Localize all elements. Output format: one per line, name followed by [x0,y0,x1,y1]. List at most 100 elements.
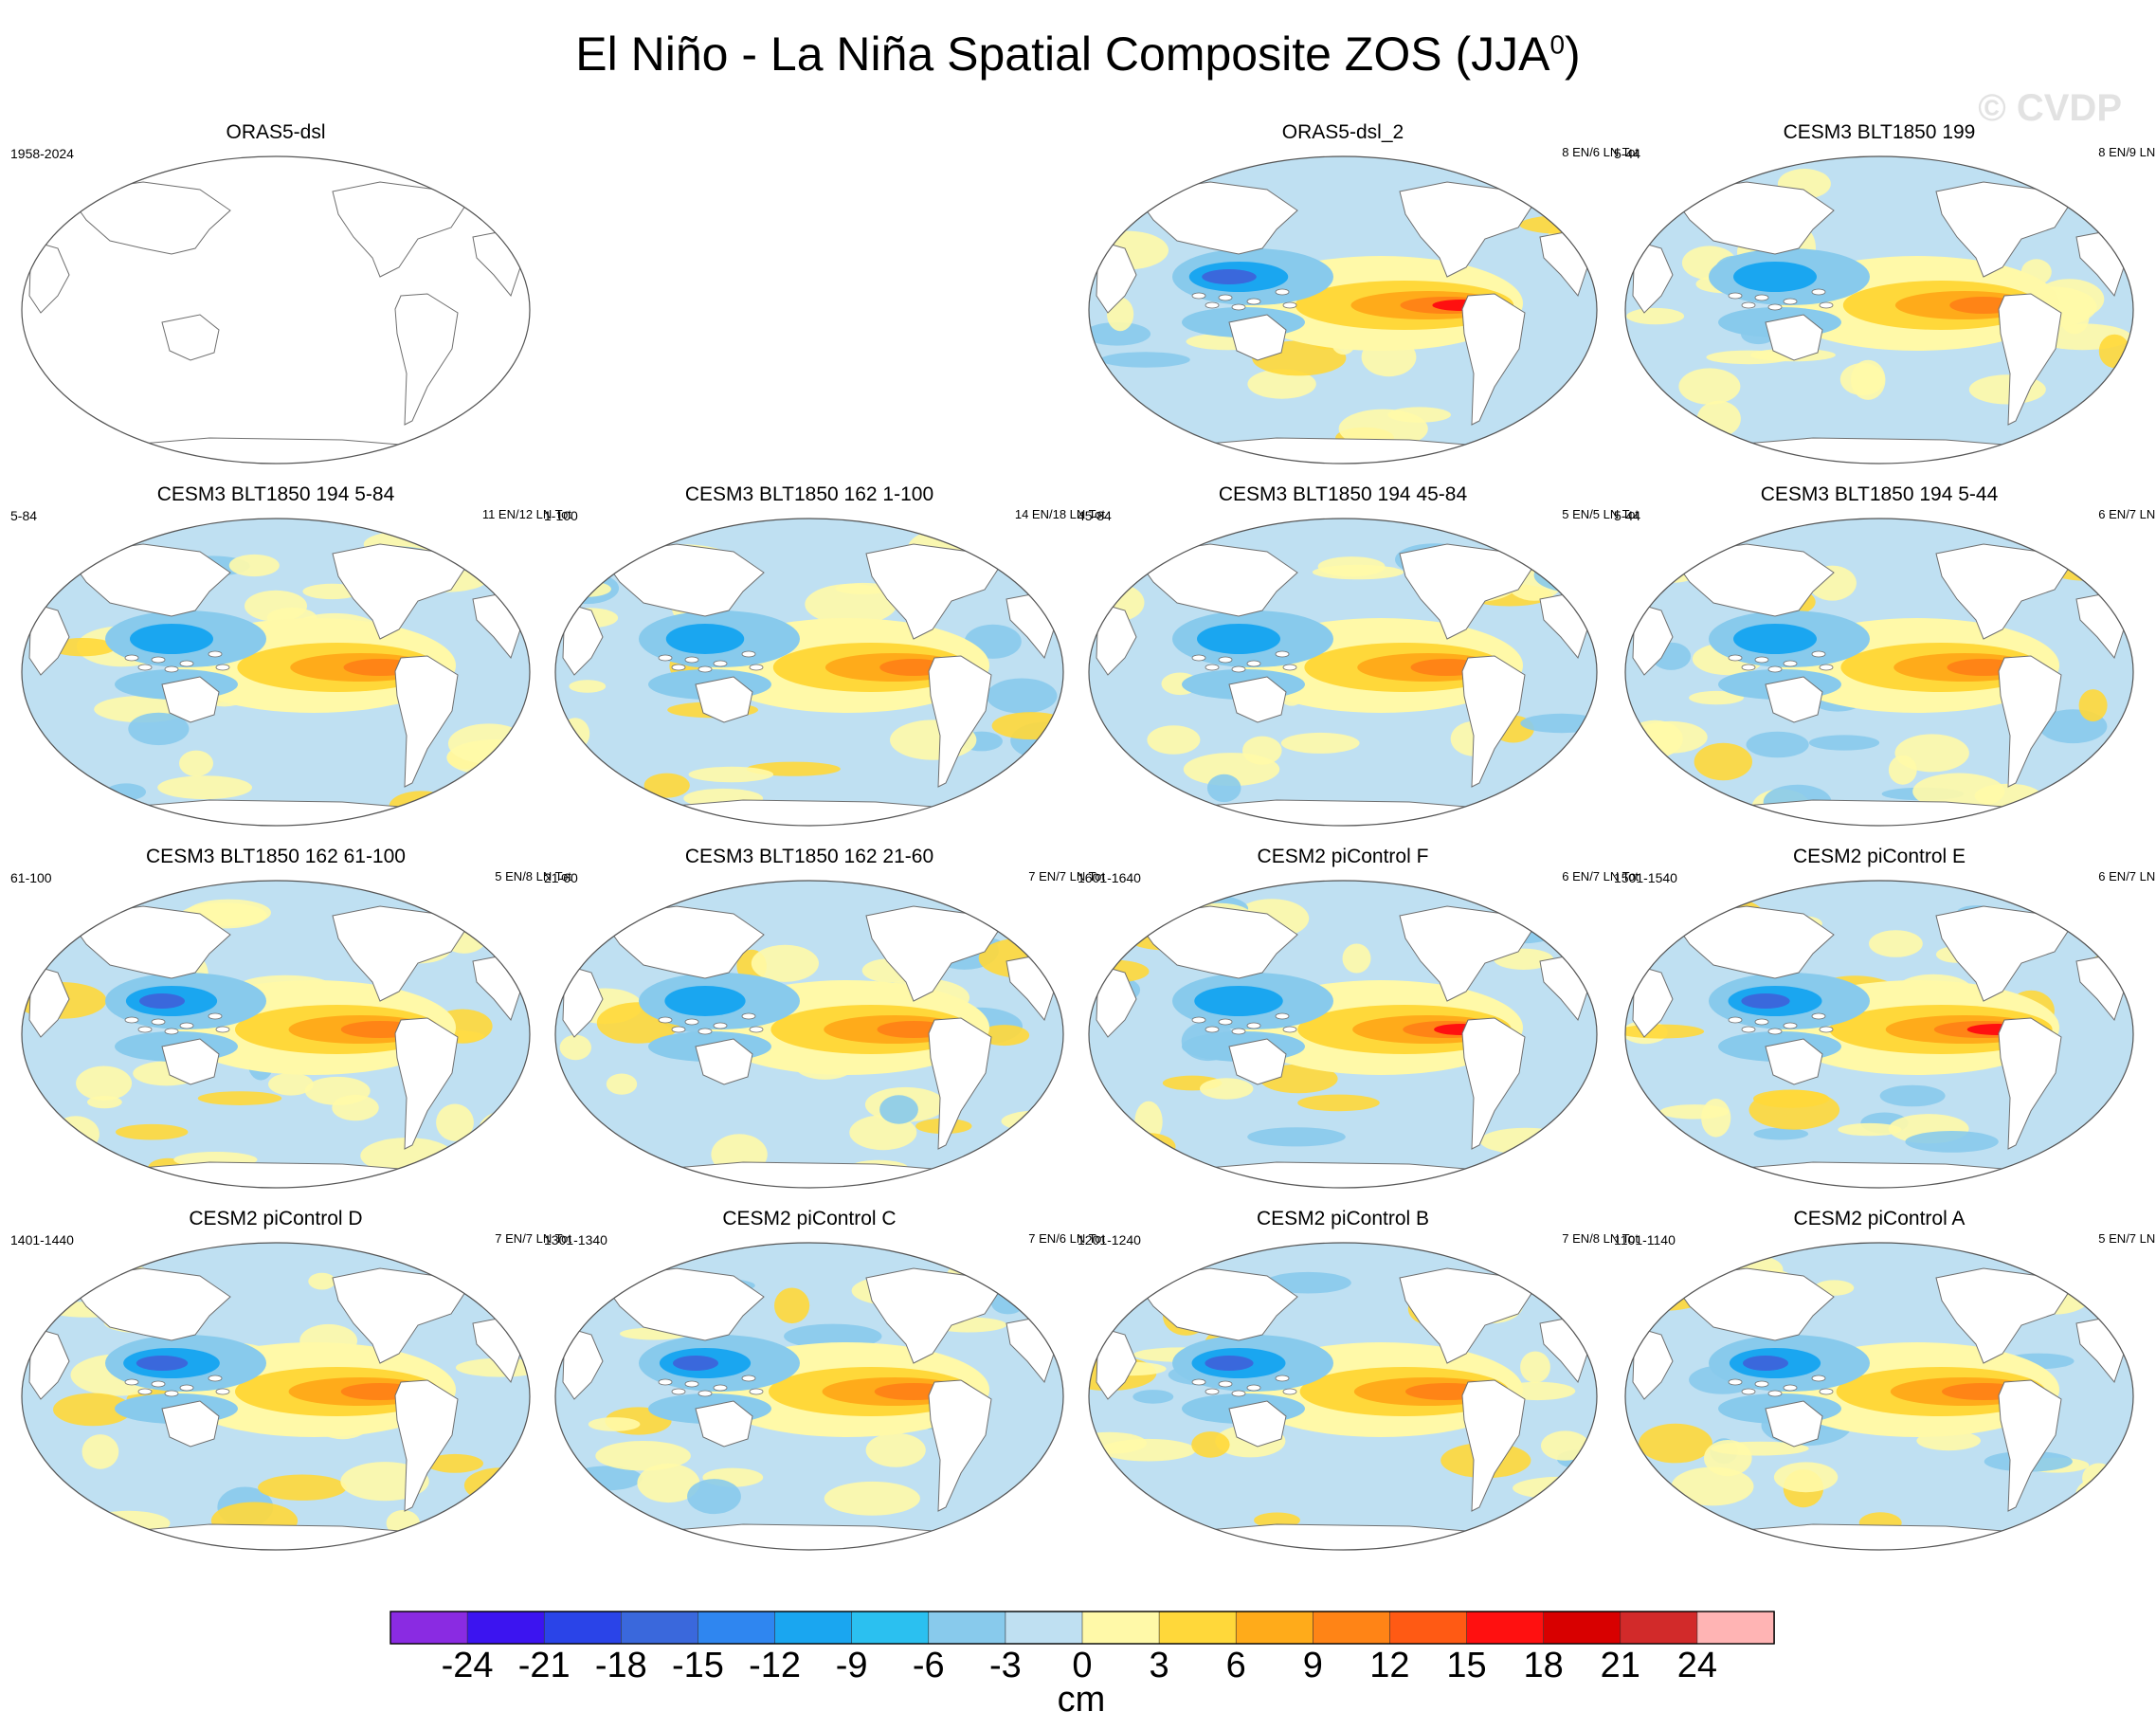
sea-level-anomaly-patch [637,1463,700,1503]
island [749,664,764,671]
landmass [76,905,231,979]
island [684,1018,699,1026]
panel-counts: 8 EN/6 LN Tot [1562,145,1639,159]
landmass [1632,1326,1674,1400]
sea-level-anomaly-patch [1342,943,1371,974]
sea-level-anomaly-patch [1626,307,1685,325]
sea-level-anomaly-patch [82,1434,119,1469]
sea-level-anomaly-patch [1639,1423,1712,1464]
sea-level-anomaly-patch [643,773,690,798]
island [179,660,194,667]
island [1275,1375,1290,1382]
panel-title: CESM3 BLT1850 162 1-100 [684,483,934,505]
island [208,1375,223,1382]
island [1191,292,1206,300]
map-border [554,1242,1064,1551]
island [1246,298,1261,305]
colorbar-tick-label: -12 [749,1646,802,1685]
landmass [928,1379,992,1512]
sea-level-anomaly-patch [1280,732,1360,754]
panel-title: CESM3 BLT1850 162 61-100 [146,846,406,867]
colorbar-swatch [774,1611,853,1645]
sea-level-anomaly-patch [2078,689,2108,722]
island [1811,650,1826,658]
map-panel: CESM2 piControl E 1501-1540 6 EN/7 LN To… [1614,846,2156,1191]
map-panel: CESM3 BLT1850 162 61-100 61-100 5 EN/8 L… [10,846,571,1191]
panel-counts: 7 EN/7 LN Tot [495,1231,571,1246]
island [741,1375,756,1382]
panel-title: CESM3 BLT1850 194 5-44 [1760,483,1999,505]
world-map [554,1242,1064,1551]
island [215,664,230,671]
panel-years: 1958-2024 [10,146,74,161]
panel-years: 45-84 [1078,508,1112,523]
sea-level-anomaly-patch [1089,322,1151,346]
colorbar-tick-label: -24 [441,1646,494,1685]
island [671,1026,686,1033]
sea-level-anomaly-patch [588,1417,641,1431]
landmass [1998,1379,2062,1512]
map-panel: CESM2 piControl B 1201-1240 7 EN/8 LN To… [1078,1208,1639,1553]
colorbar-tick-label: -3 [988,1646,1022,1685]
map-border [1088,1242,1598,1551]
sea-level-anomaly-patch [1147,725,1201,755]
colorbar-tick-label: 3 [1149,1646,1169,1685]
sea-level-anomaly-patch [1746,731,1809,758]
landmass [928,1017,992,1150]
panel-counts: 5 EN/7 LN Tot [2098,1231,2156,1246]
landmass [865,1267,1000,1364]
colorbar-swatch [1005,1611,1083,1645]
cool-anomaly-core [139,993,185,1009]
island [1754,294,1769,301]
island [1246,660,1261,667]
island [1191,1378,1206,1386]
island [1783,1384,1798,1392]
landmass [1461,1017,1526,1150]
island [1218,294,1233,301]
map-border [21,880,531,1189]
landmass [332,1267,466,1364]
colorbar-swatch [1313,1611,1391,1645]
sea-level-anomaly-patch [179,750,213,776]
landmass [1096,1326,1137,1400]
panel-years: 1401-1440 [10,1232,74,1247]
colorbar-swatch [1081,1611,1160,1645]
island [124,654,139,662]
landmass [1143,905,1298,979]
landmass [609,905,765,979]
colorbar-swatch [1158,1611,1238,1645]
figure-title-superscript: 0 [1549,29,1566,60]
landmass [76,543,231,617]
island [713,660,728,667]
map-border [1088,155,1598,464]
island [1741,1026,1756,1033]
colorbar-tick-label: 6 [1225,1646,1246,1685]
island [1728,1378,1743,1386]
landmass [28,602,70,676]
island [1819,1388,1834,1395]
island [1205,664,1220,671]
island [1205,1026,1220,1033]
island [1191,654,1206,662]
landmass [1399,543,1533,640]
map-border [1624,518,2134,827]
sea-level-anomaly-patch [1264,1271,1351,1294]
island [151,1380,166,1388]
world-map [1088,155,1598,464]
landmass [1632,602,1674,676]
island [658,1016,673,1024]
landmass [1399,905,1533,1002]
landmass [332,905,466,1002]
world-map [1624,155,2134,464]
landmass [76,181,231,255]
island [741,1012,756,1020]
island [137,664,153,671]
island [1741,1388,1756,1395]
world-map [1088,1242,1598,1551]
island [1205,301,1220,309]
island [208,1012,223,1020]
landmass [332,181,466,278]
world-map [21,880,531,1189]
landmass [695,1038,753,1085]
sea-level-anomaly-patch [245,590,307,622]
